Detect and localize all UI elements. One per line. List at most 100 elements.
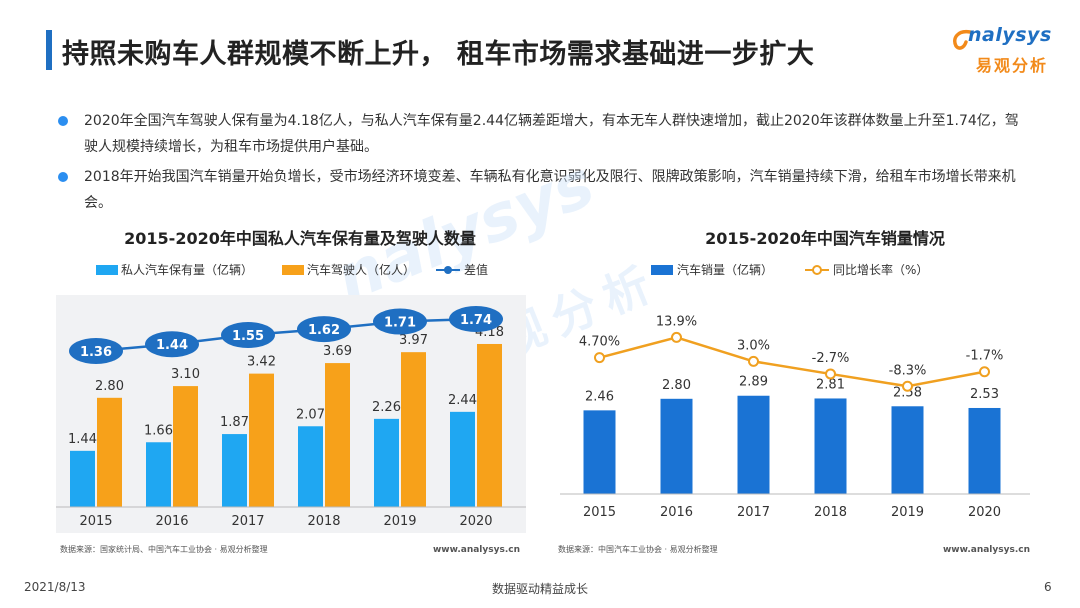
website-note: www.analysys.cn (943, 545, 1030, 555)
line-point-bubble (221, 322, 275, 348)
footer-slogan: 数据驱动精益成长 (491, 582, 588, 596)
bar (660, 398, 693, 494)
x-tick-label: 2017 (231, 514, 264, 529)
bar (97, 397, 122, 507)
bar (401, 352, 426, 507)
data-label: 4.70% (579, 335, 620, 350)
line-point-bubble (373, 308, 427, 335)
data-label: 2.53 (970, 387, 999, 402)
bar (374, 418, 399, 507)
bar (477, 343, 502, 507)
x-tick-label: 2019 (383, 514, 416, 529)
bullet-dot-icon (58, 172, 68, 182)
bullet-list: 2020年全国汽车驾驶人保有量为4.18亿人，与私人汽车保有量2.44亿辆差距增… (56, 108, 1026, 220)
x-tick-label: 2018 (307, 514, 340, 529)
data-label: 3.10 (171, 367, 200, 382)
legend-label: 汽车驾驶人（亿人） (307, 262, 415, 277)
bar (583, 410, 616, 494)
data-label: 1.44 (156, 338, 188, 353)
bar (298, 426, 323, 507)
data-label: 1.87 (220, 415, 249, 430)
bullet-dot-icon (58, 116, 68, 126)
series-line (599, 336, 985, 388)
chart-title: 2015-2020年中国汽车销量情况 (705, 229, 945, 248)
data-label: -1.7% (966, 349, 1004, 364)
line-point-bubble (145, 331, 199, 358)
bar (70, 450, 95, 507)
data-label: 1.66 (144, 423, 173, 438)
data-label: 3.42 (247, 355, 276, 370)
data-label: 3.97 (399, 333, 428, 348)
bullet-item: 2020年全国汽车驾驶人保有量为4.18亿人，与私人汽车保有量2.44亿辆差距增… (56, 108, 1026, 160)
x-tick-label: 2015 (583, 505, 616, 520)
data-label: 2.07 (296, 407, 325, 422)
chart-title: 2015-2020年中国私人汽车保有量及驾驶人数量 (124, 229, 476, 248)
legend-marker (444, 266, 452, 274)
bullet-item: 2018年开始我国汽车销量开始负增长，受市场经济环境变差、车辆私有化意识弱化及限… (56, 164, 1026, 216)
data-label: 2.46 (585, 389, 614, 404)
title-accent-bar (46, 30, 52, 70)
line-point (748, 355, 759, 367)
source-note: 数据来源：中国汽车工业协会 · 易观分析整理 (558, 544, 718, 554)
data-label: 3.69 (323, 344, 352, 359)
logo-wordmark: nalysys (968, 24, 1052, 46)
data-label: 2.80 (662, 378, 691, 393)
logo-swoosh-icon (953, 29, 972, 50)
bar (891, 406, 924, 494)
line-point-bubble (449, 306, 503, 333)
bar (968, 407, 1001, 494)
data-label: 2.44 (448, 393, 477, 408)
line-point-bubble (69, 337, 123, 364)
data-label: 1.44 (68, 432, 97, 447)
bar (222, 434, 247, 507)
bar (450, 411, 475, 507)
line-point (979, 366, 990, 378)
data-label: 2.81 (816, 377, 845, 392)
legend-label: 同比增长率（%） (833, 262, 928, 277)
data-label: 2.58 (893, 385, 922, 400)
logo-subtitle: 易观分析 (976, 56, 1049, 75)
bar (173, 386, 198, 507)
page-title: 持照未购车人群规模不断上升， 租车市场需求基础进一步扩大 (62, 39, 815, 70)
bullet-text: 2020年全国汽车驾驶人保有量为4.18亿人，与私人汽车保有量2.44亿辆差距增… (84, 113, 1019, 155)
bar (737, 395, 770, 494)
legend-swatch (96, 265, 118, 275)
legend-label: 私人汽车保有量（亿辆） (121, 262, 253, 277)
data-label: 3.0% (737, 338, 770, 353)
chart-panel-background (56, 295, 526, 533)
legend-marker (812, 265, 822, 275)
x-tick-label: 2016 (660, 505, 693, 520)
bullet-text: 2018年开始我国汽车销量开始负增长，受市场经济环境变差、车辆私有化意识弱化及限… (84, 169, 1016, 211)
data-label: 13.9% (656, 314, 697, 329)
bar (325, 363, 350, 507)
legend-label: 汽车销量（亿辆） (677, 262, 773, 277)
data-label: 2.80 (95, 379, 124, 394)
x-tick-label: 2017 (737, 505, 770, 520)
data-label: 1.55 (232, 329, 264, 344)
data-label: 1.36 (80, 345, 112, 360)
data-label: 1.74 (460, 313, 492, 328)
footer-date: 2021/8/13 (24, 580, 86, 594)
legend-label: 差值 (464, 262, 488, 277)
analysys-logo: nalysys 易观分析 (950, 22, 1060, 78)
website-note: www.analysys.cn (433, 545, 520, 555)
x-tick-label: 2016 (155, 514, 188, 529)
x-tick-label: 2020 (968, 505, 1001, 520)
line-point (671, 331, 682, 343)
bar (146, 442, 171, 507)
legend-swatch (282, 265, 304, 275)
source-note: 数据来源：国家统计局、中国汽车工业协会 · 易观分析整理 (60, 544, 268, 554)
data-label: 1.71 (384, 316, 416, 331)
legend-swatch (651, 265, 673, 275)
x-tick-label: 2020 (459, 514, 492, 529)
data-label: 2.26 (372, 400, 401, 415)
line-point (902, 380, 913, 392)
line-point-bubble (297, 316, 351, 343)
page-number: 6 (1044, 580, 1052, 594)
data-label: 1.62 (308, 323, 340, 338)
line-point (594, 352, 605, 364)
x-tick-label: 2018 (814, 505, 847, 520)
data-label: -2.7% (812, 351, 850, 366)
x-tick-label: 2019 (891, 505, 924, 520)
